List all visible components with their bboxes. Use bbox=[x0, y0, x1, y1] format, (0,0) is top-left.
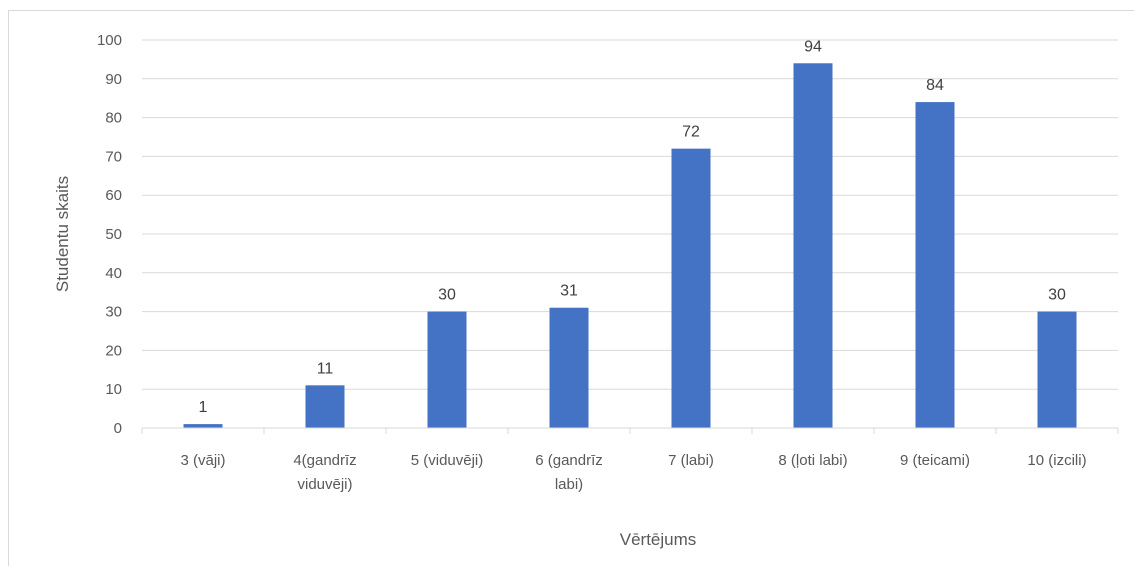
y-tick-label: 60 bbox=[105, 187, 122, 204]
data-label: 31 bbox=[560, 283, 578, 300]
x-axis: 3 (vāji) 4(gandrīz viduvēji) 5 (viduvēji) 6 … bbox=[141, 427, 1119, 493]
y-tick-label: 100 bbox=[97, 32, 122, 49]
data-label: 11 bbox=[317, 360, 334, 377]
bars bbox=[183, 63, 1077, 428]
y-tick-label: 40 bbox=[105, 265, 122, 282]
y-tick-label: 80 bbox=[105, 110, 122, 127]
x-tick-label: 10 (izcili) bbox=[1027, 452, 1086, 469]
bar bbox=[549, 307, 589, 428]
gridlines bbox=[142, 39, 1118, 390]
x-tick-label: 4(gandrīz viduvēji) bbox=[293, 452, 356, 493]
y-tick-label: 0 bbox=[114, 420, 122, 437]
bar bbox=[305, 385, 345, 428]
bar bbox=[183, 424, 223, 428]
data-label: 84 bbox=[926, 77, 944, 94]
x-axis-title: Vērtējums bbox=[620, 530, 697, 549]
y-tick-label: 10 bbox=[105, 381, 122, 398]
x-tick-label: 6 (gandrīz labi) bbox=[535, 452, 603, 493]
data-label: 30 bbox=[438, 287, 456, 304]
x-tick-label: 3 (vāji) bbox=[180, 452, 225, 469]
x-tick-label: 9 (teicami) bbox=[900, 452, 970, 469]
x-tick-label: 7 (labi) bbox=[668, 452, 714, 469]
y-axis: 0 10 20 30 40 50 60 70 80 90 100 bbox=[97, 32, 122, 437]
y-tick-label: 30 bbox=[105, 304, 122, 321]
bar bbox=[793, 63, 833, 428]
bar bbox=[915, 102, 955, 428]
bar bbox=[1037, 311, 1077, 428]
data-label: 94 bbox=[804, 38, 822, 55]
data-label: 72 bbox=[682, 124, 700, 141]
bar bbox=[671, 148, 711, 428]
data-label: 30 bbox=[1048, 287, 1066, 304]
data-label: 1 bbox=[199, 399, 208, 416]
y-tick-label: 90 bbox=[105, 71, 122, 88]
y-tick-label: 70 bbox=[105, 148, 122, 165]
y-axis-title: Studentu skaits bbox=[53, 176, 72, 292]
x-tick-label: 8 (ļoti labi) bbox=[778, 452, 847, 469]
x-tick-label: 5 (viduvēji) bbox=[411, 452, 484, 469]
y-tick-label: 20 bbox=[105, 342, 122, 359]
bar bbox=[427, 311, 467, 428]
y-tick-label: 50 bbox=[105, 226, 122, 243]
